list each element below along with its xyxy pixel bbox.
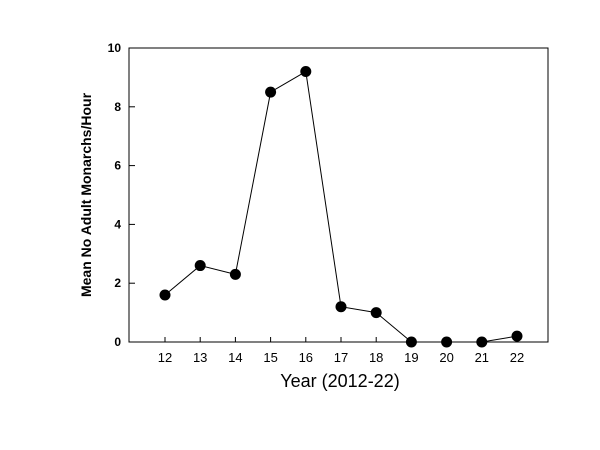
x-tick-label: 21 <box>475 350 489 365</box>
data-point <box>265 86 277 98</box>
x-tick-label: 13 <box>193 350 207 365</box>
data-point <box>229 268 241 280</box>
x-tick-label: 17 <box>334 350 348 365</box>
data-point <box>370 307 382 319</box>
x-tick-label: 18 <box>369 350 383 365</box>
data-point <box>159 289 171 301</box>
x-tick-label: 20 <box>439 350 453 365</box>
plot-area-frame <box>128 47 549 343</box>
x-tick-label: 19 <box>404 350 418 365</box>
y-tick-label: 10 <box>108 41 122 55</box>
x-tick-label: 16 <box>299 350 313 365</box>
series-layer <box>159 66 523 348</box>
data-point <box>476 336 488 348</box>
y-tick-label: 8 <box>114 100 121 114</box>
x-tick-label: 22 <box>510 350 524 365</box>
y-tick-label: 4 <box>114 217 121 231</box>
data-point <box>405 336 417 348</box>
data-point <box>194 260 206 272</box>
x-axis-title: Year (2012-22) <box>280 371 399 391</box>
y-tick-label: 6 <box>114 159 121 173</box>
y-axis-ticks: 0 2 4 6 8 10 <box>108 41 135 349</box>
data-point <box>511 330 523 342</box>
x-tick-label: 14 <box>228 350 242 365</box>
data-point <box>300 66 312 78</box>
data-point <box>335 301 347 313</box>
y-tick-label: 0 <box>114 335 121 349</box>
x-axis-ticks: 12 13 14 15 16 17 18 19 20 21 22 <box>158 337 524 365</box>
x-tick-label: 12 <box>158 350 172 365</box>
y-tick-label: 2 <box>114 276 121 290</box>
x-tick-label: 15 <box>263 350 277 365</box>
y-axis-title: Mean No Adult Monarchs/Hour <box>78 92 94 297</box>
data-point <box>441 336 453 348</box>
